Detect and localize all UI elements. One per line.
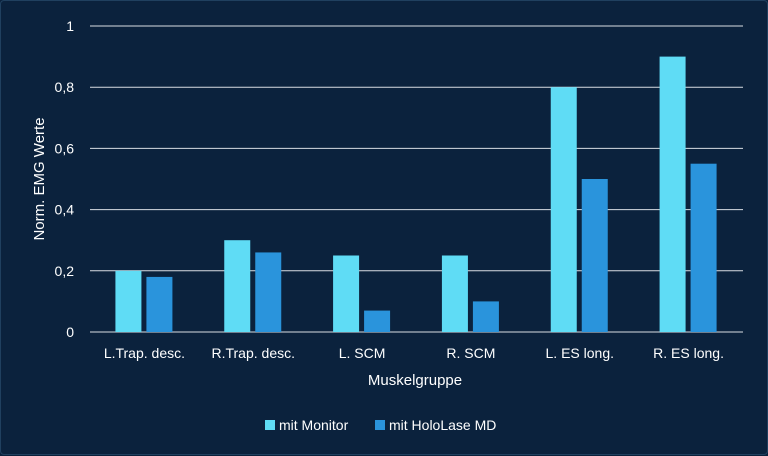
bar-hololase — [255, 252, 282, 332]
bar-hololase — [581, 179, 608, 332]
bar-monitor — [224, 240, 251, 332]
bar-monitor — [441, 255, 468, 332]
x-tick-label: L. ES long. — [546, 345, 615, 361]
x-axis-ticks: L.Trap. desc. R.Trap. desc. L. SCM R. SCM L.… — [104, 345, 724, 361]
x-tick-label: L. SCM — [339, 345, 386, 361]
y-tick-label: 0 — [66, 324, 74, 340]
bar-monitor — [115, 270, 142, 332]
y-tick-label: 0,2 — [55, 263, 75, 279]
y-axis-ticks: 0 0,2 0,4 0,6 0,8 1 — [55, 18, 75, 340]
x-tick-label: R. SCM — [446, 345, 495, 361]
legend-label: mit HoloLase MD — [389, 417, 496, 433]
bar-hololase — [690, 163, 717, 332]
x-axis-label: Muskelgruppe — [368, 372, 462, 389]
x-tick-label: R.Trap. desc. — [211, 345, 295, 361]
bar-hololase — [472, 301, 499, 332]
legend-swatch — [375, 420, 385, 430]
legend: mit Monitor mit HoloLase MD — [265, 417, 496, 433]
bar-hololase — [146, 276, 173, 332]
legend-swatch — [265, 420, 275, 430]
bar-monitor — [333, 255, 360, 332]
bar-monitor — [550, 87, 577, 332]
y-tick-label: 0,4 — [55, 202, 75, 218]
x-tick-label: R. ES long. — [653, 345, 724, 361]
y-axis-label: Norm. EMG Werte — [31, 117, 48, 240]
x-tick-label: L.Trap. desc. — [104, 345, 185, 361]
bar-hololase — [364, 310, 391, 332]
gridlines — [90, 25, 743, 333]
bar-monitor — [659, 56, 686, 332]
y-tick-label: 1 — [66, 18, 74, 34]
y-tick-label: 0,6 — [55, 140, 75, 156]
y-tick-label: 0,8 — [55, 79, 75, 95]
bars — [115, 56, 717, 332]
legend-label: mit Monitor — [279, 417, 349, 433]
